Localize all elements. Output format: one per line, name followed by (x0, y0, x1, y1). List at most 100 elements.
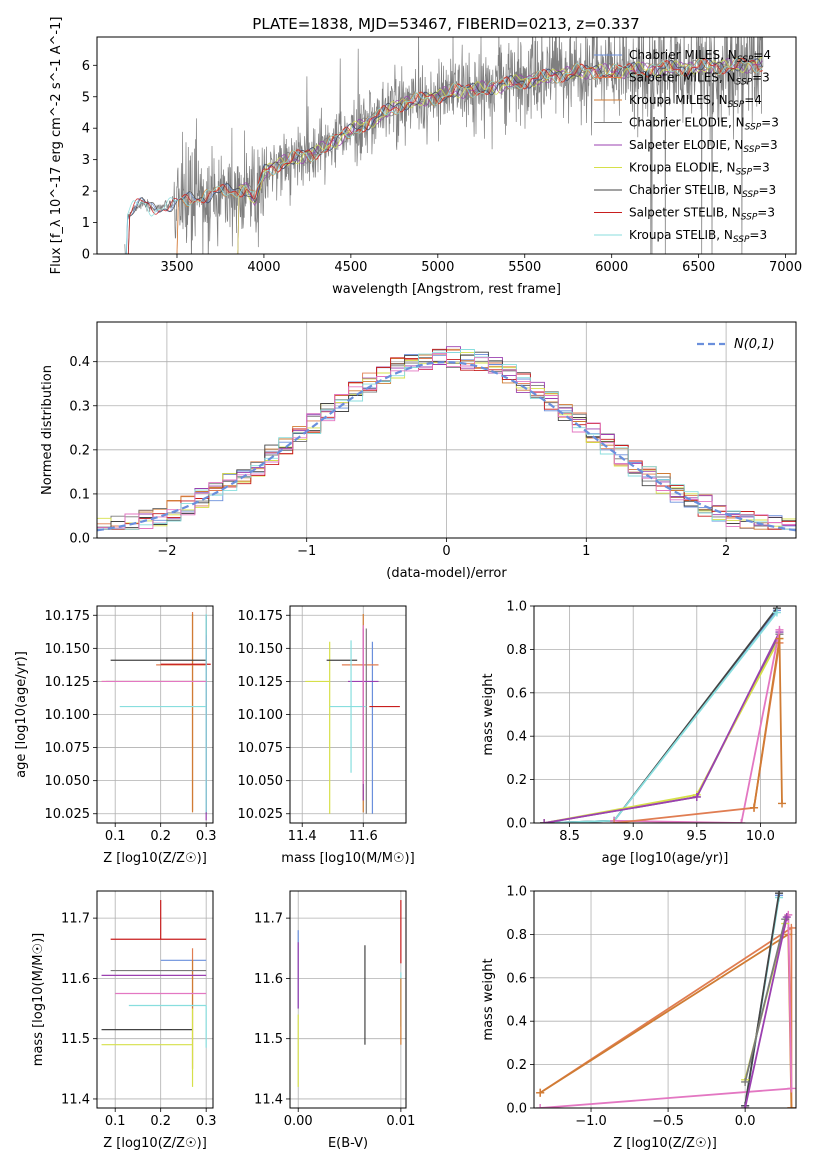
data-point-marker (741, 1077, 750, 1086)
x-tick-label: 0.3 (196, 1114, 217, 1129)
x-tick-label: 0.0 (735, 1114, 756, 1129)
y-tick-label: 3 (82, 153, 90, 168)
y-tick-label: 10.175 (45, 609, 91, 624)
plots: 3500 4000 4500 5000 5500 6000 6500 7000 0 1 2 3 4 5 6 w… (14, 17, 802, 1151)
x-tick-label: 0.2 (150, 829, 171, 844)
y-tick-label: 0.6 (506, 686, 527, 701)
x-tick-label: 4000 (247, 260, 280, 275)
y-tick-label: 10.100 (45, 708, 91, 723)
data-point-marker (536, 1088, 545, 1097)
y-tick-label: 0.4 (506, 1015, 527, 1030)
x-tick-label: 9.0 (623, 829, 644, 844)
y-axis-label: Normed distribution (40, 365, 55, 495)
plot-frame (96, 605, 214, 824)
mass-weight-line (544, 638, 781, 823)
x-tick-label: −0.5 (652, 1114, 684, 1129)
data-point-marker (775, 891, 784, 898)
legend-entry: Kroupa ELODIE, NSSP=3 (629, 161, 770, 178)
y-tick-label: 11.4 (61, 1092, 90, 1107)
model-spectrum-line (176, 57, 763, 254)
plot-frame (289, 890, 407, 1109)
y-tick-label: 10.050 (45, 774, 91, 789)
model-spectrum-line (127, 58, 763, 254)
x-tick-label: 11.6 (349, 829, 378, 844)
plot-area (101, 611, 211, 821)
y-tick-label: 0.8 (506, 928, 527, 943)
mass-weight-line (614, 629, 781, 823)
legend-entry: Chabrier STELIB, NSSP=3 (629, 183, 776, 200)
plot-frame (533, 890, 797, 1109)
panel-mass-weight-vs-age: 8.5 9.0 9.5 10.0 0.0 0.2 0.4 0.6 0.8 1.0 age [log1… (481, 600, 797, 866)
y-tick-label: 0.8 (506, 643, 527, 658)
histogram-step-line (97, 353, 796, 529)
data-point-marker (536, 1104, 545, 1108)
legend-entry: Chabrier ELODIE, NSSP=3 (629, 116, 779, 133)
y-axis-label: mass weight (481, 958, 496, 1040)
data-point-marker (775, 625, 784, 634)
x-axis-label: Z [log10(Z/Z☉)] (613, 1136, 717, 1151)
x-tick-label: 6000 (595, 260, 628, 275)
mass-weight-line (544, 607, 778, 823)
x-tick-label: 0.3 (196, 829, 217, 844)
gaussian-curve (97, 360, 796, 532)
panel-age-vs-mass: 11.4 11.6 10.025 10.050 10.075 10.100 10.125 10… (238, 605, 415, 866)
x-tick-label: 0 (442, 544, 450, 559)
x-tick-label: 1 (582, 544, 590, 559)
figure-title: PLATE=1838, MJD=53467, FIBERID=0213, z=0… (252, 15, 639, 33)
y-tick-label: 11.5 (61, 1032, 90, 1047)
panel-spectrum: 3500 4000 4500 5000 5500 6000 6500 7000 0 1 2 3 4 5 6 w… (49, 17, 802, 297)
data-point-marker (610, 819, 619, 823)
y-tick-label: 0.0 (69, 532, 90, 547)
y-axis-label: age [log10(age/yr)] (14, 651, 29, 778)
y-tick-label: 0.1 (69, 487, 90, 502)
data-point-marker (772, 608, 781, 617)
x-axis-label: mass [log10(M/M☉)] (281, 851, 414, 866)
y-tick-label: 0.6 (506, 971, 527, 986)
panel-residuals: −2 −1 0 1 2 0.0 0.1 0.2 0.3 0.4 (data-model)/error… (40, 321, 797, 581)
x-tick-label: 0.1 (105, 1114, 126, 1129)
histogram-step-line (97, 349, 796, 530)
panel-mass-vs-Z: 0.1 0.2 0.3 11.4 11.5 11.6 11.7 Z [log10(Z/Z☉)]… (31, 890, 217, 1151)
y-tick-label: 0 (82, 248, 90, 263)
panel-mass-weight-vs-Z: −1.0 −0.5 0.0 0.0 0.2 0.4 0.6 0.8 1.0 Z [log10(Z/… (481, 885, 797, 1151)
y-tick-label: 0.4 (506, 730, 527, 745)
x-tick-label: 0.2 (150, 1114, 171, 1129)
y-tick-label: 10.150 (45, 642, 91, 657)
data-point-marker (750, 803, 759, 812)
x-tick-label: 10.0 (746, 829, 775, 844)
y-axis-label: mass [log10(M/M☉)] (31, 933, 46, 1066)
legend-entry: N(0,1) (734, 337, 775, 352)
x-axis-label: E(B-V) (328, 1136, 368, 1151)
x-tick-label: −1 (297, 544, 316, 559)
y-tick-label: 0.2 (506, 1058, 527, 1073)
plot-area (124, 37, 764, 254)
y-tick-label: 10.125 (238, 675, 284, 690)
legend-entry: Kroupa STELIB, NSSP=3 (629, 228, 767, 245)
model-spectrum-line (124, 56, 763, 254)
y-tick-label: 10.075 (238, 741, 284, 756)
y-tick-label: 11.7 (61, 912, 90, 927)
model-spectrum-line (237, 56, 763, 254)
data-point-marker (778, 799, 787, 808)
legend-entry: Salpeter STELIB, NSSP=3 (629, 206, 775, 223)
mass-weight-line (744, 916, 788, 1108)
y-tick-label: 11.4 (254, 1092, 283, 1107)
plot-frame (96, 321, 797, 539)
y-axis-label: mass weight (481, 673, 496, 755)
plot-area (297, 900, 402, 1087)
model-spectrum-line (124, 58, 763, 254)
plot-frame (96, 890, 214, 1109)
x-axis-label: age [log10(age/yr)] (602, 851, 729, 866)
y-tick-label: 0.0 (506, 817, 527, 832)
y-tick-label: 0.2 (69, 443, 90, 458)
y-axis-label: Flux [f_λ 10^-17 erg cm^-2 s^-1 A^-1] (49, 17, 64, 275)
x-tick-label: 8.5 (559, 829, 580, 844)
y-tick-label: 11.7 (254, 912, 283, 927)
x-axis-label: Z [log10(Z/Z☉)] (103, 851, 207, 866)
x-tick-label: 0.00 (284, 1114, 313, 1129)
y-tick-label: 10.150 (238, 642, 284, 657)
plot-area (540, 606, 787, 823)
y-tick-label: 0.3 (69, 399, 90, 414)
x-axis-label: (data-model)/error (386, 566, 507, 581)
